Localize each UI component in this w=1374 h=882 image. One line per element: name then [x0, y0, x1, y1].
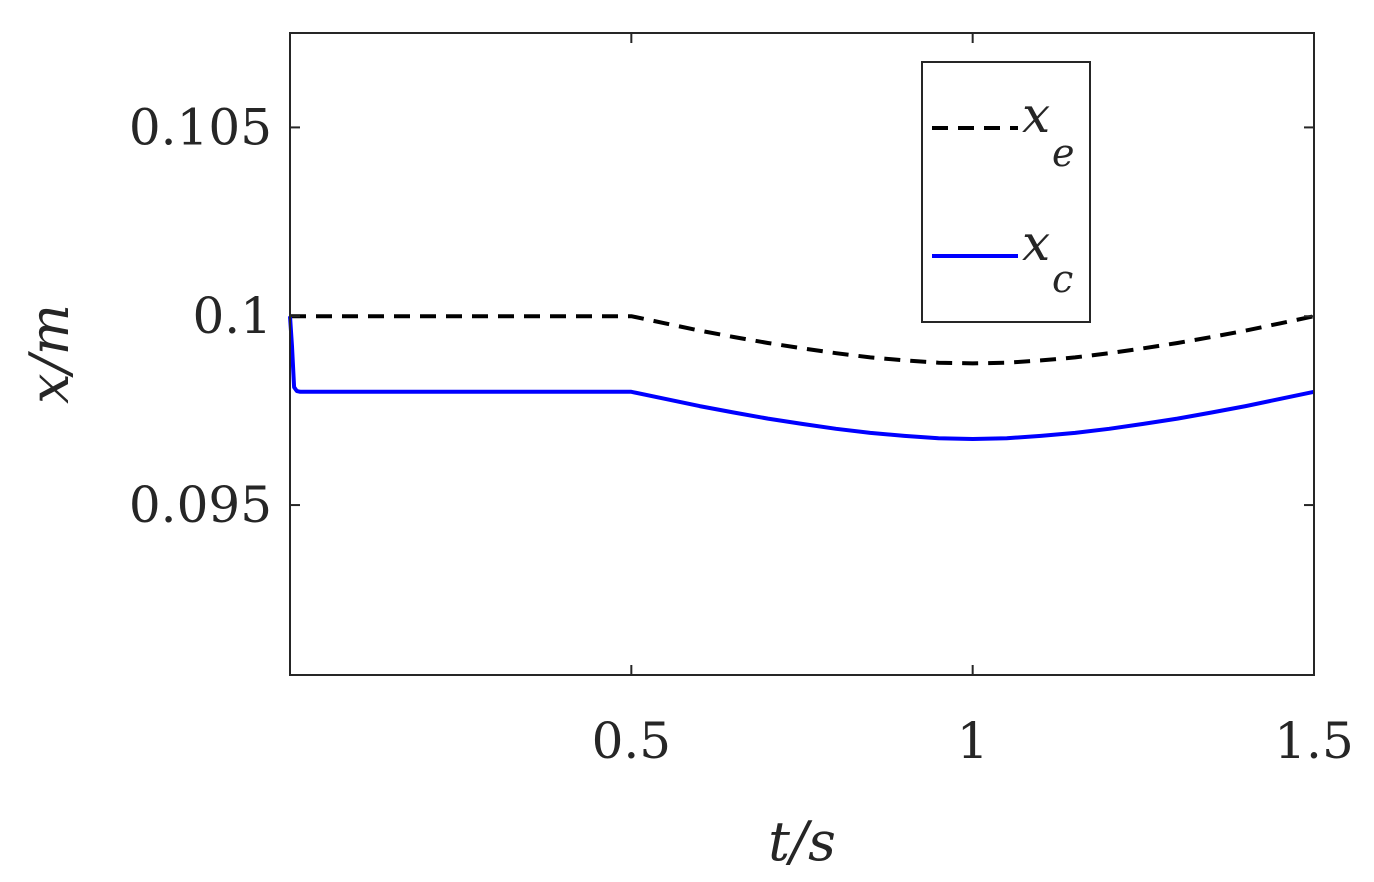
plot-area [290, 33, 1314, 675]
y-tick-label: 0.105 [129, 98, 272, 156]
x-tick-label: 1.5 [1274, 712, 1354, 770]
legend-sub-xc: c [1052, 257, 1073, 301]
x-axis-label: t/s [768, 810, 836, 873]
series-line-xe [290, 314, 1315, 366]
legend-sub-xe: e [1052, 131, 1075, 175]
legend-box [921, 61, 1091, 323]
plot-frame [289, 32, 1315, 676]
series-layer [288, 314, 1315, 441]
legend-label-xc: x [1022, 214, 1050, 272]
y-tick-label: 0.095 [129, 476, 272, 534]
tick-layer: 0.5 1 1.5 0.095 0.1 0.105 [129, 33, 1354, 770]
x-tick-label: 0.5 [592, 712, 672, 770]
legend: x e x c [921, 61, 1091, 323]
series-line-xc [288, 316, 1315, 441]
x-tick-label: 1 [957, 712, 989, 770]
y-axis-label: x/m [18, 304, 81, 404]
y-tick-label: 0.1 [192, 287, 272, 345]
legend-label-xe: x [1022, 86, 1050, 144]
